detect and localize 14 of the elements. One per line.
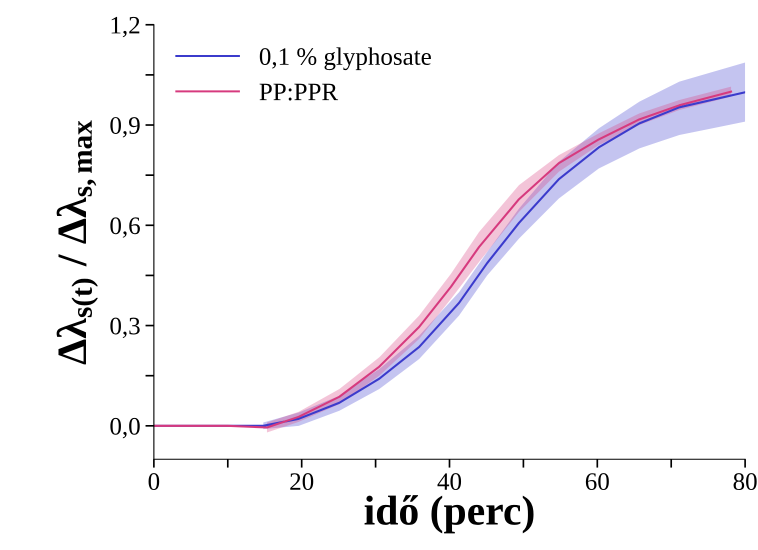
x-tick-label: 80 [734, 473, 757, 490]
x-tick-label: 40 [437, 473, 462, 490]
legend-label: PP:PPR [260, 84, 338, 100]
y-tick-label: 0,3 [110, 318, 140, 338]
x-tick-label: 20 [290, 473, 314, 490]
y-axis-title: Δλ$_{s(t)}$ / Δλ$_{s,max}$ [56, 120, 98, 364]
legend-label: 0,1 % glyphosate [260, 47, 431, 70]
x-tick-label: 60 [586, 473, 609, 490]
x-axis-title: idő (perc) [364, 495, 534, 534]
y-tick-label: 0,9 [110, 117, 140, 138]
x-tick-label: 0 [148, 473, 160, 490]
y-tick-label: 0,6 [110, 217, 140, 238]
y-tick-label: 1,2 [112, 16, 140, 38]
y-tick-label: 0,0 [110, 418, 140, 438]
